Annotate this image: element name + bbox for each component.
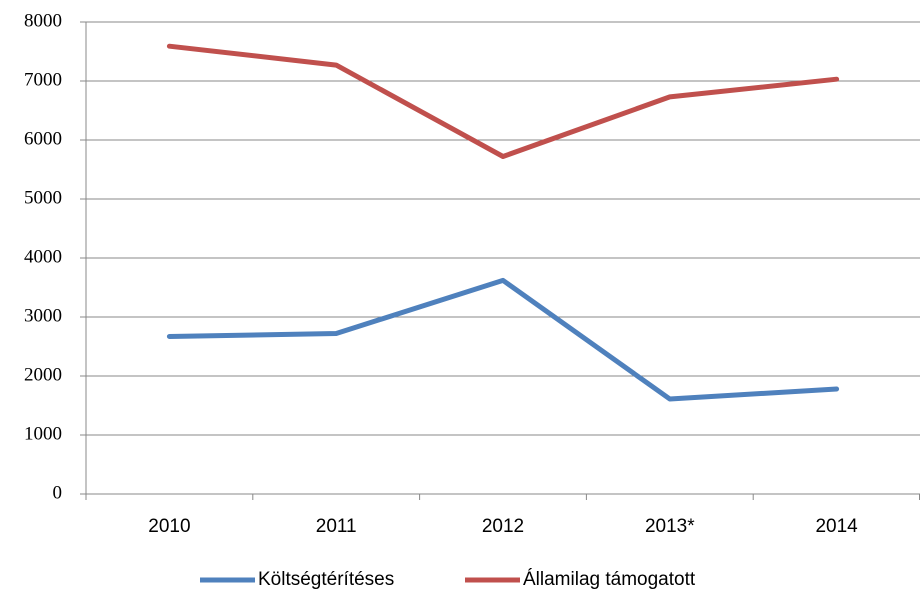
y-tick-label: 5000 [24, 187, 62, 208]
y-tick-label: 8000 [24, 10, 62, 31]
series-line [166, 277, 840, 402]
y-tick-label: 7000 [24, 69, 62, 90]
y-tick-label: 0 [53, 482, 63, 503]
y-tick-label: 3000 [24, 305, 62, 326]
y-tick-label: 2000 [24, 364, 62, 385]
series-line [166, 43, 840, 159]
x-tick-label: 2013* [645, 516, 695, 537]
x-tick-label: 2014 [815, 516, 858, 537]
x-tick-label: 2011 [316, 516, 357, 537]
x-tick-label: 2012 [482, 516, 524, 537]
legend-label: Költségtérítéses [258, 569, 394, 590]
y-tick-label: 6000 [24, 128, 62, 149]
x-tick-label: 2010 [148, 516, 190, 537]
y-tick-label: 4000 [24, 246, 62, 267]
y-tick-label: 1000 [24, 423, 62, 444]
legend-label: Államilag támogatott [523, 569, 696, 590]
